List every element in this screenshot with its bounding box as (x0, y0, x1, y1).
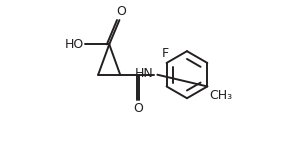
Text: O: O (133, 102, 143, 115)
Text: HO: HO (65, 38, 84, 51)
Text: F: F (161, 47, 169, 60)
Text: HN: HN (135, 67, 154, 80)
Text: O: O (116, 5, 126, 18)
Text: CH₃: CH₃ (209, 89, 232, 102)
